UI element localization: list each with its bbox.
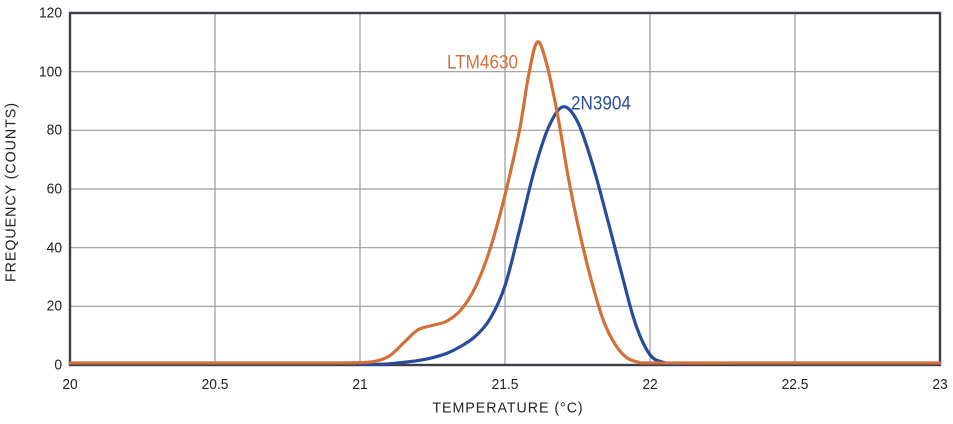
x-tick-label: 22 <box>642 376 658 393</box>
x-axis-title: TEMPERATURE (°C) <box>432 399 584 417</box>
x-tick-label: 22.5 <box>781 376 809 393</box>
y-tick-label: 80 <box>46 121 62 139</box>
y-tick-label: 20 <box>46 297 62 315</box>
x-tick-label: 23 <box>932 376 948 393</box>
x-tick-label: 20.5 <box>201 376 229 393</box>
y-tick-label: 100 <box>38 63 62 81</box>
y-tick-label: 60 <box>46 180 62 198</box>
x-tick-label: 20 <box>62 376 78 393</box>
series-label-2n3904: 2N3904 <box>570 93 631 115</box>
x-tick-label: 21 <box>352 376 368 393</box>
y-tick-label: 40 <box>46 239 62 257</box>
x-tick-label: 21.5 <box>491 376 519 393</box>
series-label-ltm4630: LTM4630 <box>447 52 518 74</box>
y-tick-label: 120 <box>38 4 62 22</box>
plot-frame <box>68 11 942 367</box>
series-line-2n3904 <box>358 105 681 367</box>
y-tick-label: 0 <box>54 356 62 374</box>
series-line-ltm4630 <box>68 40 942 365</box>
